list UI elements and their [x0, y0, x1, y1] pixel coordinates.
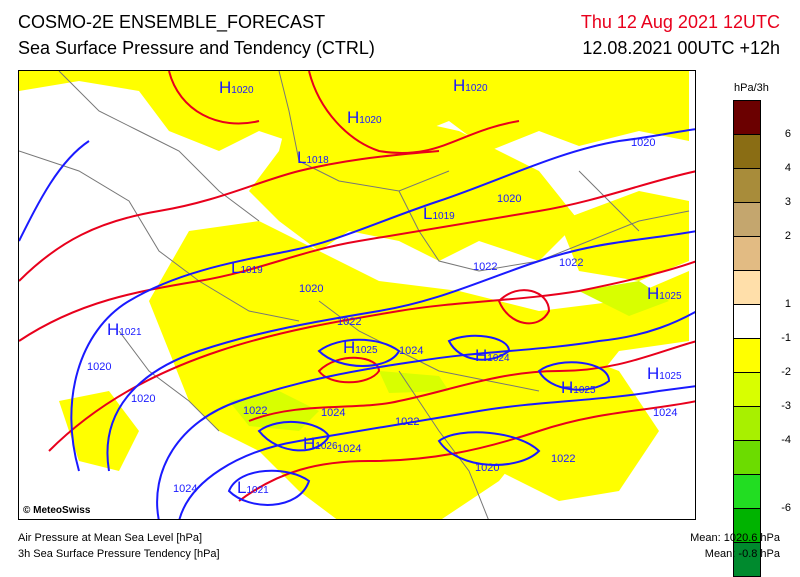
- tendency-contours: [19, 71, 695, 502]
- isobar-label: 1022: [337, 316, 362, 328]
- isobar-label: 1024: [321, 407, 346, 419]
- pressure-center: L1021: [237, 478, 269, 497]
- pressure-center: H1025: [647, 364, 682, 383]
- legend-tick-label: -6: [781, 502, 791, 514]
- isobar-label: 1020: [87, 361, 112, 373]
- legend-swatch: [733, 304, 761, 339]
- isobar-label: 1022: [243, 405, 268, 417]
- footer-tendency-label: 3h Sea Surface Pressure Tendency [hPa]: [18, 548, 220, 560]
- legend-swatch: [733, 542, 761, 577]
- chart-title: COSMO-2E ENSEMBLE_FORECAST: [18, 12, 326, 32]
- legend-swatch: [733, 338, 761, 373]
- legend-tick-label: 1: [784, 298, 791, 310]
- isobar-label: 1022: [551, 453, 576, 465]
- legend-swatch: [733, 236, 761, 271]
- isobar-label: 1022: [395, 416, 420, 428]
- legend-title: hPa/3h: [734, 82, 769, 94]
- isobar-label: 1024: [399, 345, 424, 357]
- valid-time: Thu 12 Aug 2021 12UTC: [580, 12, 780, 32]
- pressure-center: L1019: [231, 258, 263, 277]
- legend-swatch: [733, 134, 761, 169]
- pressure-center: H1020: [453, 76, 488, 95]
- mean-tendency: Mean: -0.8 hPa: [704, 548, 780, 560]
- isobar-label: 1020: [497, 193, 522, 205]
- mean-pressure: Mean: 1020.6 hPa: [690, 532, 780, 544]
- pressure-center: H1024: [475, 346, 510, 365]
- pressure-center: L1019: [423, 204, 455, 223]
- isobar-label: 1020: [475, 462, 500, 474]
- legend-tick-label: -3: [781, 400, 791, 412]
- pressure-center: H1020: [219, 78, 254, 97]
- footer-pressure-label: Air Pressure at Mean Sea Level [hPa]: [18, 532, 203, 544]
- legend-swatch: [733, 440, 761, 475]
- pressure-center: H1025: [647, 284, 682, 303]
- legend-swatch: [733, 270, 761, 305]
- isobar-label: 1020: [299, 283, 324, 295]
- color-legend: [733, 100, 761, 577]
- pressure-center: H1020: [347, 108, 382, 127]
- pressure-center: H1025: [561, 378, 596, 397]
- legend-tick-label: 6: [784, 128, 791, 140]
- chart-subtitle: Sea Surface Pressure and Tendency (CTRL): [18, 38, 375, 58]
- tendency-fill-lightgreen: [229, 281, 669, 431]
- legend-tick-label: -1: [781, 332, 791, 344]
- isobar-label: 1020: [631, 137, 656, 149]
- isobar-label: 1024: [337, 443, 362, 455]
- isobar-label: 1020: [131, 393, 156, 405]
- copyright-label: © MeteoSwiss: [23, 505, 91, 516]
- isobar-label: 1022: [559, 257, 584, 269]
- country-borders: [19, 71, 690, 519]
- map-canvas: [19, 71, 695, 519]
- legend-tick-label: 2: [784, 230, 791, 242]
- legend-tick-label: 3: [784, 196, 791, 208]
- legend-swatch: [733, 202, 761, 237]
- legend-swatch: [733, 168, 761, 203]
- legend-tick-label: -2: [781, 366, 791, 378]
- run-time: 12.08.2021 00UTC +12h: [582, 38, 780, 58]
- isobar-label: 1024: [173, 483, 198, 495]
- legend-swatch: [733, 474, 761, 509]
- isobars: [19, 128, 695, 519]
- pressure-center: H1021: [107, 320, 142, 339]
- legend-swatch: [733, 100, 761, 135]
- pressure-center: L1018: [297, 148, 329, 167]
- legend-swatch: [733, 406, 761, 441]
- isobar-label: 1022: [473, 261, 498, 273]
- pressure-center: H1025: [343, 338, 378, 357]
- legend-swatch: [733, 372, 761, 407]
- isobar-label: 1024: [653, 407, 678, 419]
- pressure-center: H1026: [303, 434, 338, 453]
- legend-tick-label: -4: [781, 434, 791, 446]
- forecast-map: H1020 H1020 H1020 L1018 L1019 L1019 H102…: [18, 70, 696, 520]
- legend-tick-label: 4: [784, 162, 791, 174]
